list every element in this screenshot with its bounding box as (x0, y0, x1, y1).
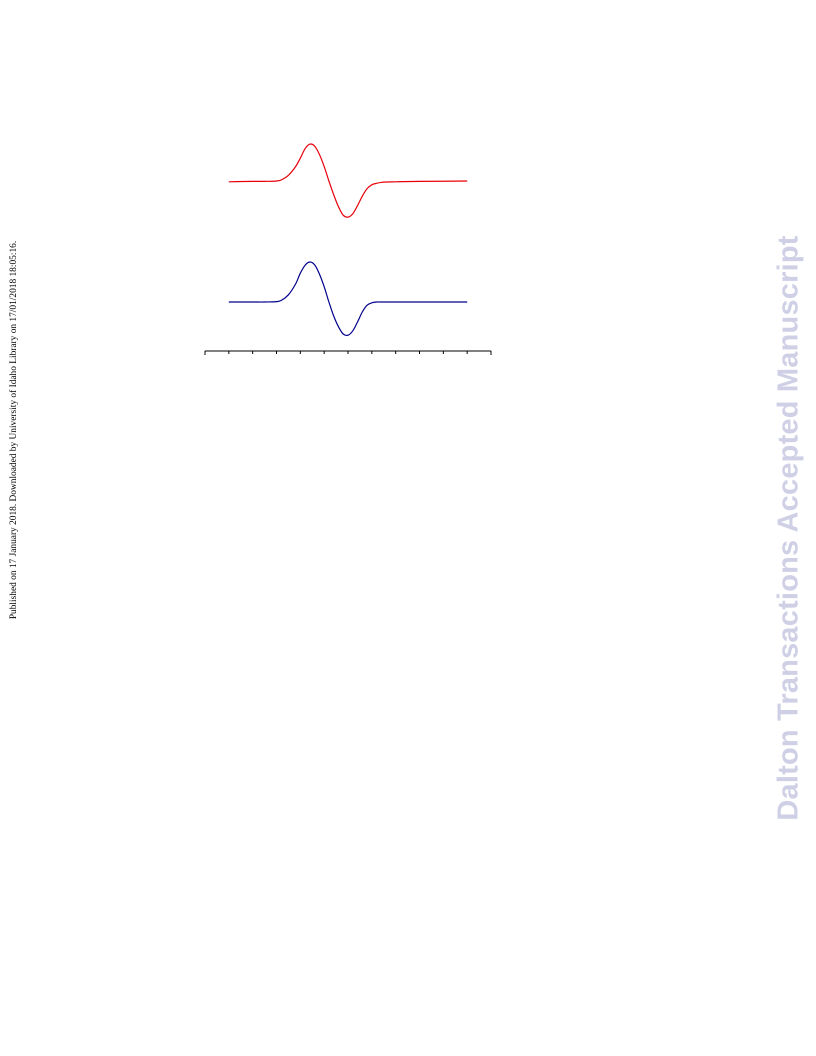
series-group (228, 143, 468, 337)
series-line-2 (228, 261, 468, 337)
series-line-1 (228, 143, 468, 218)
x-axis (204, 350, 492, 355)
